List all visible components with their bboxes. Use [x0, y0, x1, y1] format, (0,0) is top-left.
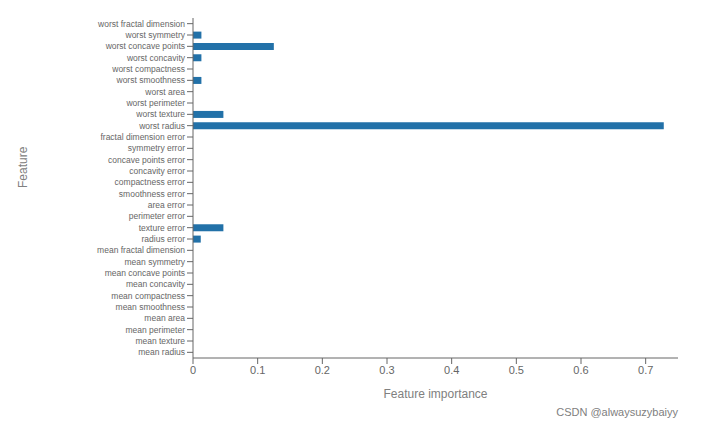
- svg-text:worst concave points: worst concave points: [105, 41, 185, 51]
- svg-text:worst radius: worst radius: [138, 121, 185, 131]
- svg-text:mean concavity: mean concavity: [126, 279, 186, 289]
- svg-text:texture error: texture error: [139, 223, 185, 233]
- svg-text:fractal dimension error: fractal dimension error: [100, 132, 185, 142]
- svg-text:worst perimeter: worst perimeter: [125, 98, 185, 108]
- html-text:CSDN @alwaysuzybaiyy: CSDN @alwaysuzybaiyy: [556, 406, 678, 418]
- svg-text:0.7: 0.7: [638, 364, 653, 376]
- svg-text:0.2: 0.2: [315, 364, 330, 376]
- svg-text:worst texture: worst texture: [135, 109, 185, 119]
- svg-text:mean concave points: mean concave points: [105, 268, 185, 278]
- svg-text:worst smoothness: worst smoothness: [116, 75, 186, 85]
- svg-text:Feature: Feature: [16, 146, 30, 188]
- svg-text:mean symmetry: mean symmetry: [125, 257, 186, 267]
- svg-text:0.6: 0.6: [573, 364, 588, 376]
- svg-text:perimeter error: perimeter error: [129, 211, 185, 221]
- svg-text:concave points error: concave points error: [108, 155, 185, 165]
- svg-text:mean radius: mean radius: [138, 347, 185, 357]
- svg-text:0.3: 0.3: [379, 364, 394, 376]
- svg-text:mean texture: mean texture: [135, 336, 185, 346]
- svg-text:mean fractal dimension: mean fractal dimension: [97, 245, 185, 255]
- svg-text:worst concavity: worst concavity: [126, 53, 186, 63]
- svg-text:Feature importance: Feature importance: [383, 387, 487, 401]
- svg-text:worst symmetry: worst symmetry: [125, 30, 186, 40]
- svg-text:0.4: 0.4: [444, 364, 459, 376]
- svg-text:area error: area error: [148, 200, 185, 210]
- svg-text:smoothness error: smoothness error: [119, 189, 185, 199]
- svg-text:compactness error: compactness error: [115, 177, 186, 187]
- svg-text:mean area: mean area: [144, 313, 185, 323]
- svg-text:worst compactness: worst compactness: [111, 64, 185, 74]
- svg-text:worst fractal dimension: worst fractal dimension: [97, 19, 185, 29]
- svg-text:0.5: 0.5: [509, 364, 524, 376]
- svg-text:radius error: radius error: [142, 234, 186, 244]
- svg-text:symmetry error: symmetry error: [128, 143, 185, 153]
- svg-text:0: 0: [190, 364, 196, 376]
- svg-text:mean smoothness: mean smoothness: [116, 302, 185, 312]
- svg-text:mean perimeter: mean perimeter: [125, 325, 185, 335]
- svg-text:mean compactness: mean compactness: [111, 291, 185, 301]
- svg-text:worst area: worst area: [144, 87, 185, 97]
- svg-text:concavity error: concavity error: [129, 166, 185, 176]
- svg-text:0.1: 0.1: [250, 364, 265, 376]
